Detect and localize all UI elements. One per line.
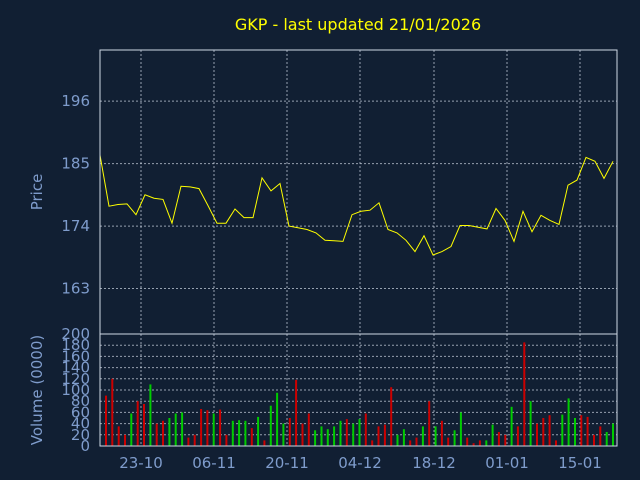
date-tick: 20-11: [265, 454, 309, 472]
volume-y-tick: 100: [61, 381, 90, 399]
chart-title: GKP - last updated 21/01/2026: [235, 15, 481, 34]
date-tick-labels: 23-10 06-11 20-11 04-12 18-12 01-01 15-01: [119, 454, 602, 472]
volume-panel-frame: [99, 333, 618, 447]
volume-y-tick: 200: [61, 325, 90, 343]
volume-y-tick: 60: [71, 403, 90, 421]
price-panel-frame: [99, 49, 618, 335]
volume-y-tick: 140: [61, 359, 90, 377]
price-y-tick: 163: [61, 280, 90, 298]
date-tick: 06-11: [192, 454, 236, 472]
date-tick: 01-01: [485, 454, 529, 472]
price-axis-label: Price: [28, 174, 46, 211]
price-y-tick: 174: [61, 217, 90, 235]
volume-bars: [105, 342, 614, 446]
volume-y-tick: 0: [80, 437, 90, 455]
volume-y-tick: 160: [61, 347, 90, 365]
price-series-line: [99, 155, 614, 256]
price-y-tick: 185: [61, 155, 90, 173]
volume-y-tick: 20: [71, 426, 90, 444]
volume-y-tick: 120: [61, 370, 90, 388]
volume-y-tick: 180: [61, 336, 90, 354]
volume-y-tick: 80: [71, 392, 90, 410]
volume-y-tick: 40: [71, 415, 90, 433]
date-tick: 04-12: [338, 454, 382, 472]
date-tick: 23-10: [119, 454, 163, 472]
date-tick: 15-01: [558, 454, 602, 472]
volume-axis-label: Volume (0000): [28, 335, 46, 445]
price-gridlines: [100, 50, 617, 334]
date-tick: 18-12: [412, 454, 456, 472]
price-y-tick-labels: 163 174 185 196: [61, 92, 90, 297]
price-y-tick: 196: [61, 92, 90, 110]
